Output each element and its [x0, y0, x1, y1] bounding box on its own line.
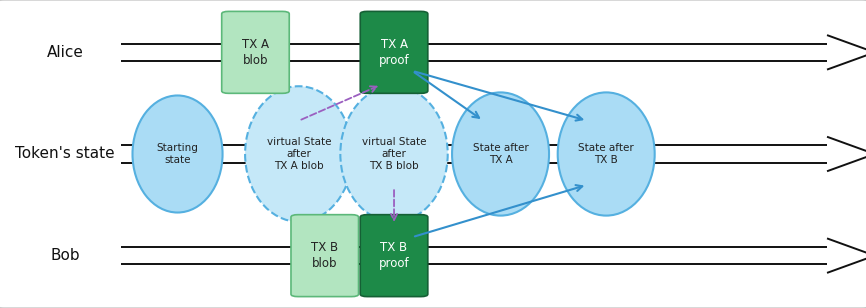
Text: Token's state: Token's state [15, 147, 115, 161]
Text: TX A
blob: TX A blob [242, 38, 269, 67]
Text: State after
TX A: State after TX A [473, 143, 528, 165]
Text: Alice: Alice [47, 45, 83, 60]
FancyArrowPatch shape [391, 190, 397, 220]
Text: TX B
proof: TX B proof [378, 241, 410, 270]
Text: virtual State
after
TX B blob: virtual State after TX B blob [362, 137, 426, 171]
FancyArrowPatch shape [301, 86, 377, 120]
Ellipse shape [340, 86, 448, 222]
Ellipse shape [132, 95, 223, 213]
Ellipse shape [245, 86, 352, 222]
Ellipse shape [558, 92, 655, 216]
FancyBboxPatch shape [360, 215, 428, 297]
Text: TX B
blob: TX B blob [311, 241, 339, 270]
FancyArrowPatch shape [415, 72, 479, 118]
FancyBboxPatch shape [360, 11, 428, 93]
Text: Starting
state: Starting state [157, 143, 198, 165]
FancyBboxPatch shape [222, 11, 289, 93]
FancyBboxPatch shape [291, 215, 359, 297]
Text: State after
TX B: State after TX B [578, 143, 634, 165]
Text: Bob: Bob [50, 248, 80, 263]
Text: virtual State
after
TX A blob: virtual State after TX A blob [267, 137, 331, 171]
Text: TX A
proof: TX A proof [378, 38, 410, 67]
FancyArrowPatch shape [415, 71, 582, 121]
Ellipse shape [452, 92, 549, 216]
FancyArrowPatch shape [415, 185, 582, 236]
